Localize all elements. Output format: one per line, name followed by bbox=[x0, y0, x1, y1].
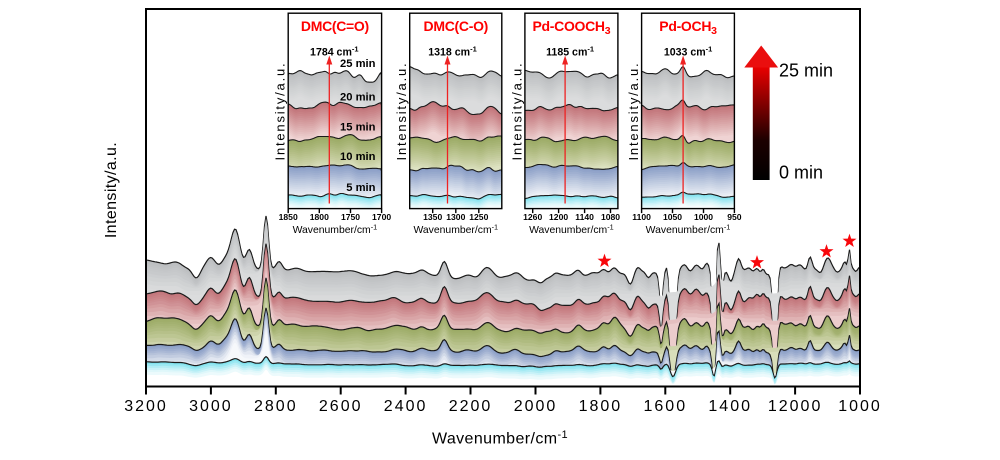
svg-text:2600: 2600 bbox=[319, 398, 363, 415]
svg-text:Pd-COOCH3: Pd-COOCH3 bbox=[532, 18, 610, 37]
svg-text:1000: 1000 bbox=[694, 212, 713, 222]
svg-text:1300: 1300 bbox=[446, 212, 465, 222]
svg-text:2200: 2200 bbox=[449, 398, 493, 415]
svg-text:Intensity/a.u.: Intensity/a.u. bbox=[394, 62, 409, 161]
svg-text:1800: 1800 bbox=[310, 212, 329, 222]
svg-text:1800: 1800 bbox=[579, 398, 623, 415]
svg-text:Intensity/a.u.: Intensity/a.u. bbox=[509, 62, 524, 161]
svg-text:3200: 3200 bbox=[124, 398, 168, 415]
svg-text:1850: 1850 bbox=[279, 212, 298, 222]
svg-text:1200: 1200 bbox=[549, 212, 568, 222]
svg-text:15 min: 15 min bbox=[340, 122, 376, 134]
svg-text:25 min: 25 min bbox=[340, 58, 376, 70]
svg-text:Wavenumber/cm-1: Wavenumber/cm-1 bbox=[529, 223, 614, 237]
svg-text:20 min: 20 min bbox=[340, 92, 376, 104]
svg-text:2800: 2800 bbox=[254, 398, 298, 415]
svg-text:Wavenumber/cm-1: Wavenumber/cm-1 bbox=[646, 223, 731, 237]
svg-text:1260: 1260 bbox=[523, 212, 542, 222]
svg-text:1100: 1100 bbox=[632, 212, 651, 222]
svg-text:3000: 3000 bbox=[189, 398, 233, 415]
svg-text:Wavenumber/cm-1: Wavenumber/cm-1 bbox=[413, 223, 498, 237]
svg-text:1600: 1600 bbox=[644, 398, 688, 415]
svg-text:0 min: 0 min bbox=[779, 163, 823, 183]
svg-text:5 min: 5 min bbox=[346, 182, 375, 194]
svg-text:1400: 1400 bbox=[708, 398, 752, 415]
svg-text:1000: 1000 bbox=[838, 398, 882, 415]
svg-text:1050: 1050 bbox=[663, 212, 682, 222]
svg-text:2000: 2000 bbox=[514, 398, 558, 415]
svg-text:1700: 1700 bbox=[372, 212, 391, 222]
svg-text:Wavenumber/cm-1: Wavenumber/cm-1 bbox=[293, 223, 378, 237]
svg-text:DMC(C=O): DMC(C=O) bbox=[301, 18, 369, 34]
svg-text:Pd-OCH3: Pd-OCH3 bbox=[659, 18, 717, 37]
svg-text:1318 cm-1: 1318 cm-1 bbox=[428, 44, 477, 58]
svg-text:DMC(C-O): DMC(C-O) bbox=[424, 18, 488, 34]
svg-text:950: 950 bbox=[727, 212, 742, 222]
svg-text:2400: 2400 bbox=[384, 398, 428, 415]
svg-text:12000: 12000 bbox=[768, 398, 823, 415]
svg-text:Intensity/a.u.: Intensity/a.u. bbox=[626, 62, 641, 161]
svg-text:Intensity/a.u.: Intensity/a.u. bbox=[273, 62, 288, 161]
svg-text:1750: 1750 bbox=[341, 212, 360, 222]
svg-text:1080: 1080 bbox=[601, 212, 620, 222]
svg-text:1784 cm-1: 1784 cm-1 bbox=[310, 44, 359, 58]
svg-text:10 min: 10 min bbox=[340, 151, 376, 163]
svg-text:1033 cm-1: 1033 cm-1 bbox=[664, 44, 713, 58]
svg-text:Wavenumber/cm-1: Wavenumber/cm-1 bbox=[432, 429, 568, 448]
svg-text:Intensity/a.u.: Intensity/a.u. bbox=[103, 142, 120, 238]
svg-text:1350: 1350 bbox=[423, 212, 442, 222]
svg-text:1250: 1250 bbox=[469, 212, 488, 222]
svg-text:25 min: 25 min bbox=[779, 61, 833, 81]
svg-text:1140: 1140 bbox=[575, 212, 594, 222]
svg-text:1185 cm-1: 1185 cm-1 bbox=[546, 44, 594, 58]
